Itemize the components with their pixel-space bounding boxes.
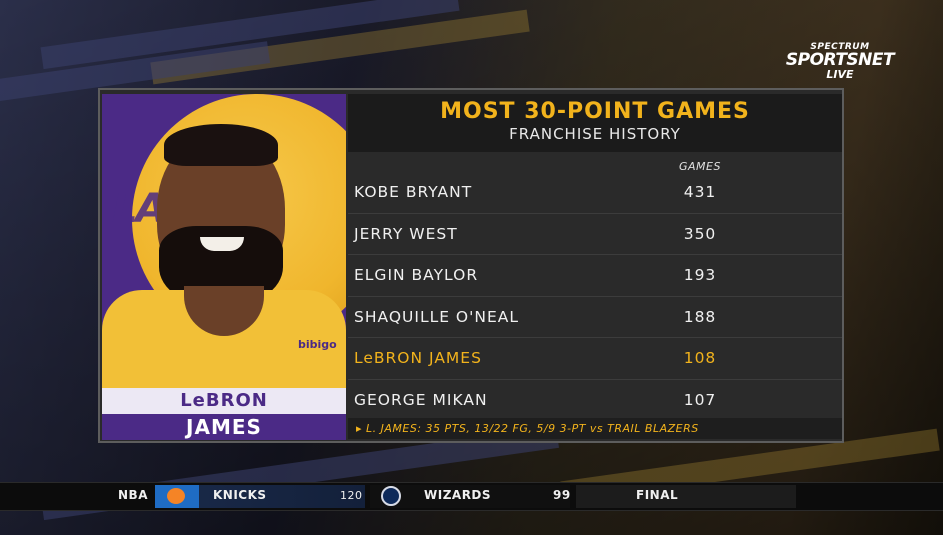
leaderboard-row: SHAQUILLE O'NEAL 188 bbox=[348, 297, 842, 338]
player-smile bbox=[200, 237, 244, 251]
graphic-header: MOST 30-POINT GAMES FRANCHISE HISTORY bbox=[348, 94, 842, 152]
ticker-home-score: 99 bbox=[553, 488, 571, 502]
stat-note: ▸ L. JAMES: 35 PTS, 13/22 FG, 5/9 3-PT v… bbox=[348, 418, 842, 439]
graphic-title: MOST 30-POINT GAMES bbox=[440, 99, 750, 124]
row-games-value: 107 bbox=[683, 390, 717, 409]
player-jersey: bibigo bbox=[102, 286, 346, 388]
score-ticker: NBA KNICKS 120 WIZARDS 99 FINAL bbox=[0, 482, 943, 511]
row-games-value: 193 bbox=[683, 266, 717, 284]
row-player-name: SHAQUILLE O'NEAL bbox=[354, 307, 520, 326]
row-player-name: ELGIN BAYLOR bbox=[354, 266, 479, 284]
knicks-logo-icon bbox=[155, 485, 199, 508]
ticker-away-score: 120 bbox=[340, 489, 363, 502]
ticker-game-block bbox=[155, 485, 365, 508]
row-player-name: KOBE BRYANT bbox=[354, 183, 473, 201]
player-photo: LAKERS bibigo bbox=[102, 94, 346, 388]
ticker-game-status: FINAL bbox=[636, 488, 679, 502]
network-logo: SPECTRUM SPORTSNET LIVE bbox=[780, 42, 900, 80]
row-games-value: 108 bbox=[683, 349, 717, 367]
ticker-league: NBA bbox=[118, 488, 148, 502]
jersey-sponsor-patch: bibigo bbox=[298, 338, 337, 351]
network-logo-top: SPECTRUM bbox=[810, 42, 870, 52]
leaderboard-row: JERRY WEST 350 bbox=[348, 214, 842, 255]
ticker-home-team: WIZARDS bbox=[424, 488, 492, 502]
ticker-away-team: KNICKS bbox=[213, 488, 267, 502]
row-player-name: GEORGE MIKAN bbox=[354, 390, 488, 409]
row-games-value: 431 bbox=[683, 183, 717, 201]
graphic-subtitle: FRANCHISE HISTORY bbox=[509, 125, 681, 143]
ticker-status-block bbox=[576, 485, 796, 508]
player-first-name: LeBRON bbox=[102, 388, 346, 414]
stat-graphic-panel: LAKERS bibigo LeBRON JAMES MOST 30-POINT… bbox=[98, 88, 844, 443]
leaderboard-row-highlighted: LeBRON JAMES 108 bbox=[348, 338, 842, 380]
network-logo-live: LIVE bbox=[826, 68, 854, 81]
leaderboard: KOBE BRYANT 431 JERRY WEST 350 ELGIN BAY… bbox=[348, 172, 842, 420]
leaderboard-row: GEORGE MIKAN 107 bbox=[348, 380, 842, 421]
player-neck bbox=[184, 286, 264, 336]
player-last-name: JAMES bbox=[102, 414, 346, 440]
row-games-value: 188 bbox=[683, 307, 717, 326]
row-player-name: JERRY WEST bbox=[354, 224, 458, 243]
leaderboard-row: ELGIN BAYLOR 193 bbox=[348, 255, 842, 297]
leaderboard-row: KOBE BRYANT 431 bbox=[348, 172, 842, 214]
row-games-value: 350 bbox=[683, 224, 717, 243]
games-column-header: GAMES bbox=[679, 160, 721, 173]
player-hair bbox=[164, 124, 278, 166]
network-logo-main: SPORTSNET bbox=[785, 50, 895, 70]
row-player-name: LeBRON JAMES bbox=[354, 349, 482, 367]
wizards-logo-icon bbox=[378, 485, 406, 508]
ticker-game-block bbox=[370, 485, 570, 508]
